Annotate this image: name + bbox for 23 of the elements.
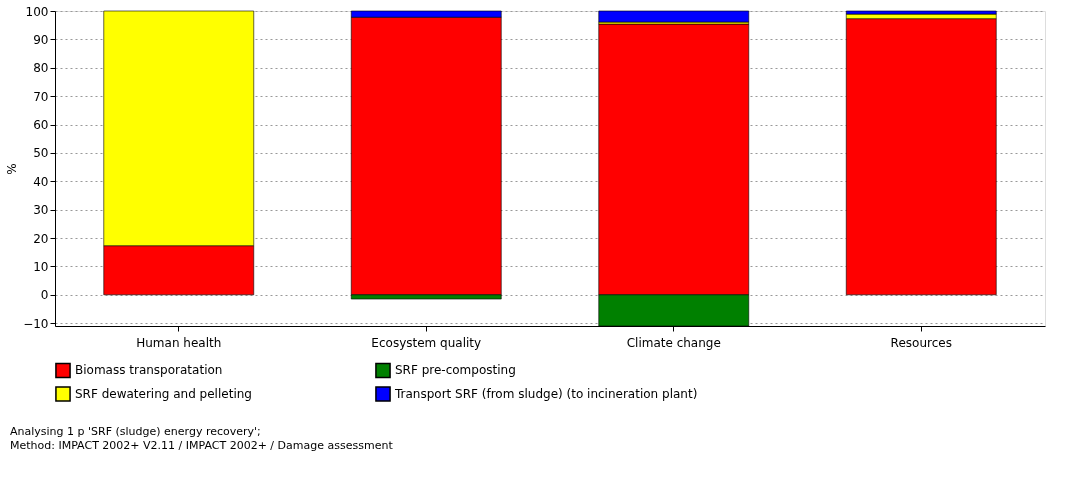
y-tick-label: 40 xyxy=(33,174,49,189)
x-tick-label: Human health xyxy=(136,335,222,350)
text: Analysing 1 p 'SRF (sludge) energy recovery'; xyxy=(10,425,261,438)
legend-label: SRF dewatering and pelleting xyxy=(75,387,252,401)
x-tick-label: Climate change xyxy=(626,335,721,350)
y-tick-label: 50 xyxy=(33,146,49,161)
y-tick-label: 60 xyxy=(33,118,49,133)
y-tick-label: 80 xyxy=(33,61,49,76)
y-tick-label: 30 xyxy=(33,203,49,218)
y-tick-label: −10 xyxy=(23,316,49,331)
text: Method: IMPACT 2002+ V2.11 / IMPACT 2002+ / Damage assessment xyxy=(10,439,394,452)
y-axis-title: % xyxy=(5,163,20,175)
y-tick-label: 90 xyxy=(33,32,49,47)
legend-label: SRF pre-composting xyxy=(395,363,516,378)
y-tick-label: 70 xyxy=(33,89,49,104)
x-tick-label: Ecosystem quality xyxy=(371,335,482,350)
legend-label: Biomass transporatation xyxy=(75,363,223,378)
y-tick-label: 100 xyxy=(25,4,49,19)
y-tick-label: 20 xyxy=(33,231,49,246)
legend-label: Transport SRF (from sludge) (to incineration plant) xyxy=(394,387,698,401)
y-tick-label: 0 xyxy=(40,288,49,303)
y-tick-label: 10 xyxy=(33,259,49,274)
x-tick-label: Resources xyxy=(890,335,952,350)
